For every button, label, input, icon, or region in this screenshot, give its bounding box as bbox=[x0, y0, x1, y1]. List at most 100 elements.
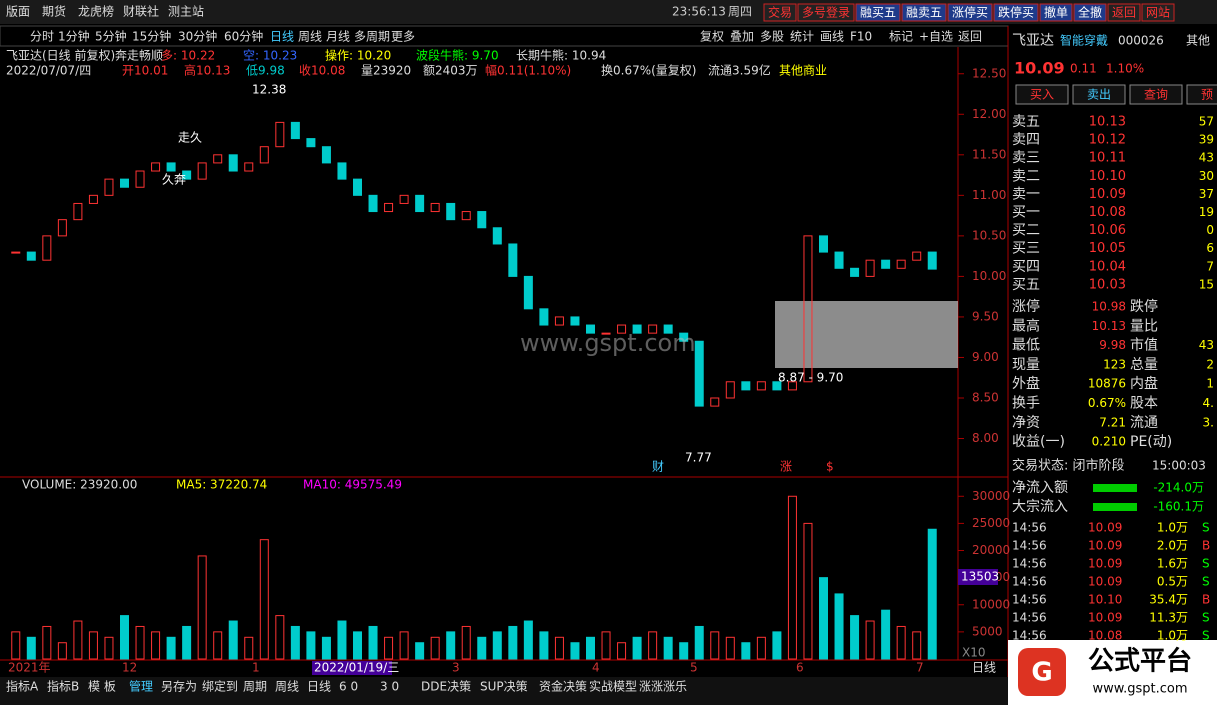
menu-item[interactable]: 测主站 bbox=[168, 5, 204, 19]
period-tab[interactable]: 5分钟 bbox=[95, 29, 127, 44]
bottom-tab[interactable]: 模 板 bbox=[88, 680, 116, 694]
tool-button[interactable]: 画线 bbox=[820, 30, 844, 44]
menu-item[interactable]: 财联社 bbox=[123, 4, 159, 19]
top-button-bg[interactable] bbox=[855, 3, 901, 22]
volume-bar bbox=[337, 620, 347, 660]
bottom-tab[interactable]: SUP决策 bbox=[480, 680, 528, 694]
bottom-tab[interactable]: 另存为 bbox=[161, 680, 197, 694]
volume-bar bbox=[415, 642, 425, 660]
volume-bar bbox=[477, 636, 487, 660]
period-tab[interactable]: 30分钟 bbox=[178, 29, 217, 44]
side-button[interactable]: 查询 bbox=[1144, 88, 1168, 102]
bottom-tab[interactable]: 绑定到 bbox=[202, 679, 238, 694]
period-tab[interactable]: 60分钟 bbox=[224, 29, 263, 44]
volume-bar bbox=[57, 642, 67, 660]
tool-button[interactable]: 叠加 bbox=[730, 30, 754, 44]
top-button[interactable]: 涨停买 bbox=[952, 5, 988, 20]
candle bbox=[663, 324, 673, 334]
volume-bar bbox=[850, 615, 860, 660]
y-tick-label: 12.50 bbox=[972, 66, 1006, 80]
book-qty: 30 bbox=[1199, 169, 1214, 183]
top-button-bg[interactable] bbox=[1107, 3, 1141, 22]
side-button-bg[interactable] bbox=[1186, 84, 1217, 105]
bottom-tab[interactable]: 管理 bbox=[129, 679, 153, 694]
top-button[interactable]: 交易 bbox=[768, 5, 792, 20]
candle bbox=[368, 194, 378, 213]
top-button-bg[interactable] bbox=[797, 3, 855, 22]
book-price: 10.06 bbox=[1089, 223, 1126, 238]
candle bbox=[446, 202, 456, 221]
volume-bar bbox=[725, 636, 735, 660]
menu-item[interactable]: 龙虎榜 bbox=[78, 4, 114, 19]
tool-button[interactable]: 返回 bbox=[958, 30, 982, 44]
period-tab[interactable]: 周线 bbox=[298, 30, 322, 44]
top-button-bg[interactable] bbox=[1141, 3, 1175, 22]
period-tab[interactable]: 日线 bbox=[270, 30, 294, 44]
bottom-tab[interactable]: 指标B bbox=[47, 679, 79, 694]
book-price: 10.05 bbox=[1089, 241, 1126, 256]
side-button[interactable]: 预 bbox=[1201, 88, 1213, 102]
period-tab[interactable]: 更多 bbox=[391, 30, 415, 44]
volume-bar bbox=[492, 631, 502, 660]
book-qty: 37 bbox=[1199, 187, 1214, 201]
top-button[interactable]: 网站 bbox=[1146, 6, 1170, 20]
side-button[interactable]: 买入 bbox=[1030, 88, 1054, 102]
period-tab[interactable]: 月线 bbox=[326, 30, 350, 44]
candle bbox=[477, 211, 487, 229]
bottom-tab[interactable]: 涨涨涨乐 bbox=[639, 679, 687, 694]
top-button-bg[interactable] bbox=[947, 3, 993, 22]
top-button-bg[interactable] bbox=[763, 3, 797, 22]
volume-bar bbox=[104, 636, 114, 660]
period-tab[interactable]: 1分钟 bbox=[58, 29, 90, 44]
bottom-tab[interactable]: 3 0 bbox=[380, 680, 399, 694]
top-button[interactable]: 返回 bbox=[1112, 6, 1136, 20]
annotation: 7.77 bbox=[685, 451, 712, 465]
menu-item[interactable]: 版面 bbox=[6, 5, 30, 19]
tick-side: S bbox=[1202, 629, 1210, 643]
top-button[interactable]: 撤单 bbox=[1044, 5, 1068, 20]
bottom-tab[interactable]: 周线 bbox=[275, 680, 299, 694]
top-button[interactable]: 跌停买 bbox=[998, 5, 1034, 20]
stat-label: 流通 bbox=[1130, 415, 1158, 431]
bottom-tab[interactable]: 资金决策 bbox=[539, 679, 587, 694]
tool-button[interactable]: +自选 bbox=[919, 30, 953, 44]
top-button-bg[interactable] bbox=[993, 3, 1039, 22]
top-button[interactable]: 全撤 bbox=[1078, 5, 1102, 20]
book-price: 10.08 bbox=[1089, 205, 1126, 220]
tool-button[interactable]: 统计 bbox=[790, 30, 814, 44]
bottom-tab[interactable]: 6 0 bbox=[339, 680, 358, 694]
top-button-bg[interactable] bbox=[1073, 3, 1107, 22]
flow-label: 净流入额 bbox=[1012, 480, 1068, 496]
logo-url: www.gspt.com bbox=[1092, 682, 1187, 697]
side-button-bg[interactable] bbox=[1015, 84, 1069, 105]
side-button[interactable]: 卖出 bbox=[1087, 88, 1111, 102]
tool-button[interactable]: 标记 bbox=[889, 30, 913, 44]
period-tab[interactable]: 分时 bbox=[30, 30, 54, 44]
candle bbox=[508, 243, 518, 277]
period-tab[interactable]: 多周期 bbox=[354, 30, 390, 44]
bottom-tab[interactable]: DDE决策 bbox=[421, 680, 471, 694]
top-button[interactable]: 融卖五 bbox=[906, 6, 942, 20]
side-button-bg[interactable] bbox=[1129, 84, 1183, 105]
side-button-bg[interactable] bbox=[1072, 84, 1126, 105]
bottom-tab[interactable]: 指标A bbox=[6, 679, 39, 694]
tool-button[interactable]: 复权 bbox=[700, 30, 724, 44]
tool-button[interactable]: F10 bbox=[850, 30, 872, 44]
bottom-tab[interactable]: 实战模型 bbox=[589, 679, 637, 694]
y-tick-label: 8.50 bbox=[972, 390, 999, 404]
volume-bar bbox=[710, 631, 720, 660]
volume-bar bbox=[321, 636, 331, 660]
top-button[interactable]: 融买五 bbox=[860, 6, 896, 20]
book-qty: 6 bbox=[1206, 241, 1214, 255]
tick-time: 14:56 bbox=[1012, 521, 1047, 535]
bottom-tab[interactable]: 日线 bbox=[307, 680, 331, 694]
book-label: 卖二 bbox=[1012, 168, 1040, 184]
top-button-bg[interactable] bbox=[1039, 3, 1073, 22]
period-tab[interactable]: 15分钟 bbox=[132, 29, 171, 44]
tool-button[interactable]: 多股 bbox=[760, 30, 784, 44]
concept: 智能穿戴 bbox=[1060, 33, 1108, 48]
bottom-tab[interactable]: 周期 bbox=[243, 680, 267, 694]
top-button-bg[interactable] bbox=[901, 3, 947, 22]
top-button[interactable]: 多号登录 bbox=[802, 5, 850, 20]
menu-item[interactable]: 期货 bbox=[42, 4, 66, 19]
